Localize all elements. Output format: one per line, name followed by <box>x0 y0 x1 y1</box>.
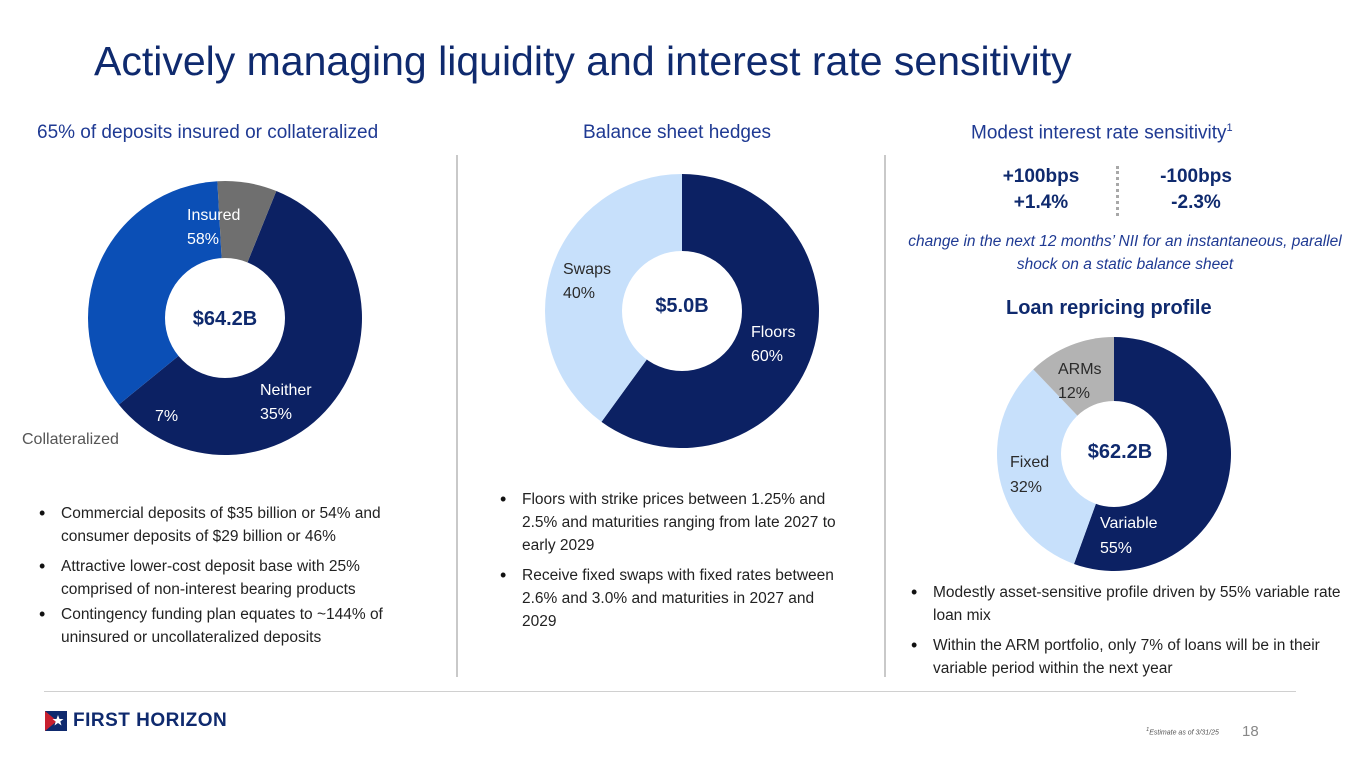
deposits-heading: 65% of deposits insured or collateralize… <box>37 122 379 143</box>
slice-label-swaps-value: 40% <box>563 285 595 302</box>
deposits-bullet-2: Attractive lower-cost deposit base with … <box>37 555 427 601</box>
hedges-slice-swaps <box>545 174 682 422</box>
hedges-bullet-1: Floors with strike prices between 1.25% … <box>498 488 848 557</box>
hedges-slice-floors <box>601 174 820 449</box>
collateralized-label: Collateralized <box>22 431 119 448</box>
company-logo: FIRST HORIZON <box>45 710 227 732</box>
footnote: 1Estimate as of 3/31/25 <box>1146 727 1219 737</box>
deposits-total-label: $64.2B <box>193 308 258 330</box>
slice-label-variable-name: Variable <box>1100 515 1158 532</box>
deposits-slice-insured <box>118 190 363 456</box>
slice-label-insured-name: Insured <box>187 207 240 224</box>
hedges-donut-hole <box>622 251 742 371</box>
sensitivity-separator <box>1116 166 1119 216</box>
hedges-bullet-2: Receive fixed swaps with fixed rates bet… <box>498 564 848 633</box>
loans-heading: Loan repricing profile <box>1006 297 1212 319</box>
page-title: Actively managing liquidity and interest… <box>94 38 1072 84</box>
sensitivity-down: -100bps -2.3% <box>1136 164 1256 216</box>
deposits-donut-hole <box>165 258 285 378</box>
slice-label-fixed-value: 32% <box>1010 479 1042 496</box>
hedges-total-label: $5.0B <box>655 295 708 317</box>
slice-label-insured-value: 58% <box>187 231 219 248</box>
slice-label-fixed-name: Fixed <box>1010 454 1049 471</box>
deposits-bullet-3: Contingency funding plan equates to ~144… <box>37 603 427 649</box>
loans-slice-fixed <box>997 369 1114 564</box>
deposits-bullet-1: Commercial deposits of $35 billion or 54… <box>37 502 427 548</box>
loans-slice-arms <box>1033 337 1114 454</box>
slice-label-collateralized-value: 7% <box>155 408 178 425</box>
loans-slice-variable <box>1073 337 1232 571</box>
page-number: 18 <box>1242 723 1259 740</box>
slice-label-floors-value: 60% <box>751 348 783 365</box>
sensitivity-note: change in the next 12 months’ NII for an… <box>908 233 1342 273</box>
sensitivity-down-value: -2.3% <box>1171 192 1221 213</box>
slice-label-variable-value: 55% <box>1100 540 1132 557</box>
slice-label-floors-name: Floors <box>751 324 795 341</box>
sensitivity-up-value: +1.4% <box>1013 192 1069 213</box>
loans-bullet-1: Modestly asset-sensitive profile driven … <box>909 581 1354 627</box>
hedges-heading: Balance sheet hedges <box>583 122 772 143</box>
slice-label-neither-value: 35% <box>260 406 292 423</box>
deposits-slice-neither <box>88 181 225 405</box>
loans-bullet-list: Modestly asset-sensitive profile driven … <box>909 581 1354 687</box>
sensitivity-heading: Modest interest rate sensitivity1 <box>971 122 1233 144</box>
logo-text: FIRST HORIZON <box>73 710 228 731</box>
slice-label-arms-value: 12% <box>1058 385 1090 402</box>
slice-label-neither-name: Neither <box>260 382 312 399</box>
deposits-slice-collateralized <box>217 181 277 318</box>
flag-logo-icon <box>45 711 67 731</box>
column-divider-2 <box>884 155 886 677</box>
hedges-bullet-list: Floors with strike prices between 1.25% … <box>498 488 848 640</box>
sensitivity-up: +100bps +1.4% <box>981 164 1101 216</box>
sensitivity-up-label: +100bps <box>1002 166 1080 187</box>
loans-bullet-2: Within the ARM portfolio, only 7% of loa… <box>909 634 1354 680</box>
deposits-bullet-list: Commercial deposits of $35 billion or 54… <box>37 502 427 656</box>
footer-rule <box>44 691 1296 692</box>
loans-total-label: $62.2B <box>1088 441 1153 463</box>
slice-label-arms-name: ARMs <box>1058 361 1102 378</box>
footnote-marker: 1 <box>1226 122 1233 134</box>
slice-label-swaps-name: Swaps <box>563 261 611 278</box>
loans-donut-hole <box>1061 401 1167 507</box>
column-divider-1 <box>456 155 458 677</box>
sensitivity-down-label: -100bps <box>1160 166 1232 187</box>
